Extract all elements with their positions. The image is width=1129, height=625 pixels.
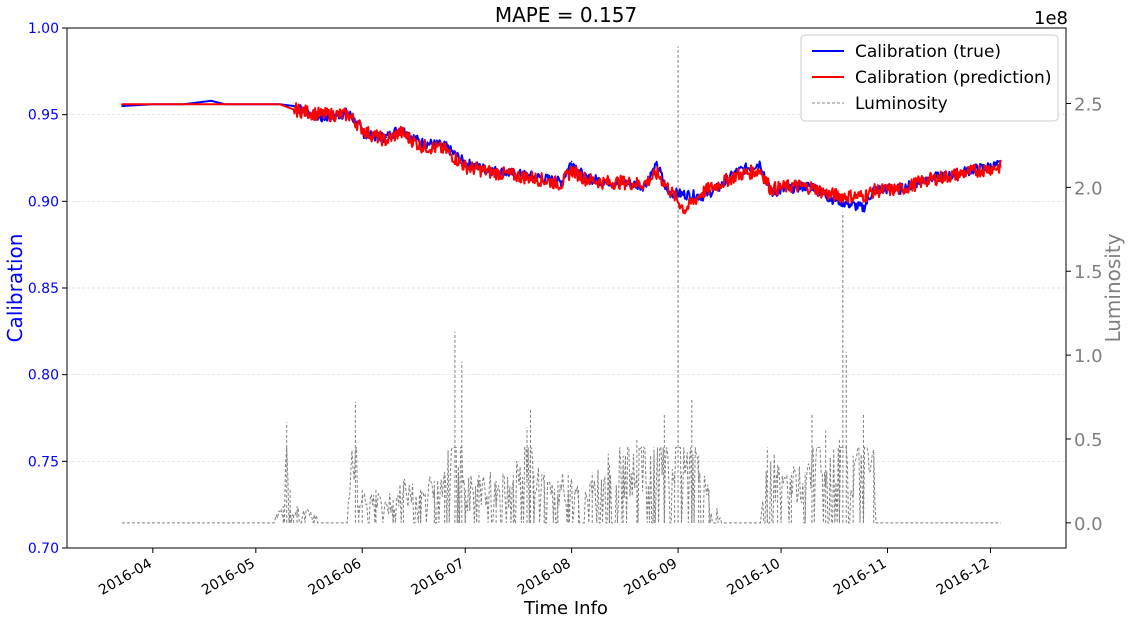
data-point	[320, 117, 322, 119]
data-point	[684, 209, 686, 211]
legend-box	[800, 34, 1059, 122]
data-point	[121, 103, 123, 106]
data-point	[152, 103, 154, 106]
data-point	[570, 160, 573, 163]
data-point	[279, 103, 281, 106]
data-point	[845, 195, 848, 197]
data-point	[121, 105, 123, 107]
left-tick-label: 0.70	[28, 541, 59, 557]
data-point	[560, 183, 563, 185]
legend: Calibration (true) Calibration (predicti…	[800, 34, 1059, 122]
data-point	[684, 193, 686, 196]
right-y-axis-label: Luminosity	[1101, 233, 1125, 342]
data-point	[570, 169, 573, 171]
data-point	[924, 179, 927, 182]
right-tick-label: 0.5	[1074, 430, 1103, 451]
data-point	[769, 188, 772, 190]
data-point	[399, 131, 401, 133]
data-point	[759, 169, 762, 171]
right-tick-label: 2.5	[1074, 94, 1103, 115]
data-point	[735, 174, 738, 177]
left-y-axis: 0.70 0.75 0.80 0.85 0.90 0.95 1.00	[28, 21, 67, 557]
data-point	[828, 193, 830, 196]
data-point	[793, 186, 796, 189]
data-point	[656, 164, 659, 166]
data-point	[224, 103, 226, 106]
luminosity-line	[121, 445, 1001, 524]
data-point	[900, 188, 903, 190]
legend-prediction-label: Calibration (prediction)	[855, 68, 1051, 88]
data-point	[584, 178, 587, 180]
data-point	[364, 131, 367, 133]
data-point	[385, 136, 388, 138]
data-point	[464, 165, 467, 168]
left-tick-label: 1.00	[28, 21, 59, 37]
right-tick-label: 1.5	[1074, 262, 1103, 283]
data-point	[618, 181, 621, 184]
data-point	[210, 100, 212, 102]
luminosity-series	[121, 46, 1001, 524]
left-tick-label: 0.90	[28, 194, 59, 210]
data-point	[210, 103, 212, 106]
data-point	[320, 113, 322, 116]
data-point	[701, 191, 703, 194]
data-point	[862, 195, 865, 197]
data-point	[872, 190, 875, 192]
data-point	[718, 183, 721, 185]
data-point	[601, 181, 604, 184]
left-tick-label: 0.75	[28, 454, 59, 470]
calibration-prediction-series	[121, 102, 1002, 215]
data-point	[292, 108, 295, 111]
data-point	[969, 171, 971, 173]
right-tick-label: 2.0	[1074, 178, 1103, 199]
data-point	[292, 105, 295, 107]
data-point	[924, 178, 927, 180]
left-tick-label: 0.85	[28, 281, 59, 297]
right-axis-offset-label: 1e8	[1034, 8, 1068, 29]
data-point	[666, 186, 669, 189]
data-point	[182, 103, 185, 106]
data-point	[443, 148, 446, 151]
data-point	[811, 186, 813, 189]
data-point	[845, 202, 848, 204]
data-point	[656, 172, 659, 175]
data-point	[862, 207, 865, 210]
data-point	[999, 165, 1002, 168]
chart-title: MAPE = 0.157	[495, 3, 637, 27]
legend-true-label: Calibration (true)	[855, 42, 1001, 62]
right-tick-label: 1.0	[1074, 346, 1103, 367]
left-tick-label: 0.80	[28, 368, 59, 384]
data-point	[560, 181, 563, 184]
data-point	[488, 171, 491, 173]
calibration-prediction-line	[121, 102, 1002, 215]
legend-luminosity-label: Luminosity	[855, 94, 948, 114]
right-y-axis: 0.0 0.5 1.0 1.5 2.0 2.5	[1066, 94, 1103, 535]
data-point	[642, 183, 645, 185]
data-point	[255, 103, 257, 106]
data-point	[419, 145, 422, 147]
data-point	[347, 113, 350, 116]
data-point	[793, 184, 796, 187]
left-y-axis-label: Calibration	[3, 234, 27, 343]
right-tick-label: 0.0	[1074, 514, 1103, 535]
data-point	[385, 139, 388, 142]
data-point	[759, 162, 762, 164]
left-tick-label: 0.95	[28, 108, 59, 124]
data-point	[951, 174, 954, 177]
x-axis-label: Time Info	[523, 598, 608, 619]
data-point	[536, 178, 539, 180]
data-point	[512, 174, 515, 177]
